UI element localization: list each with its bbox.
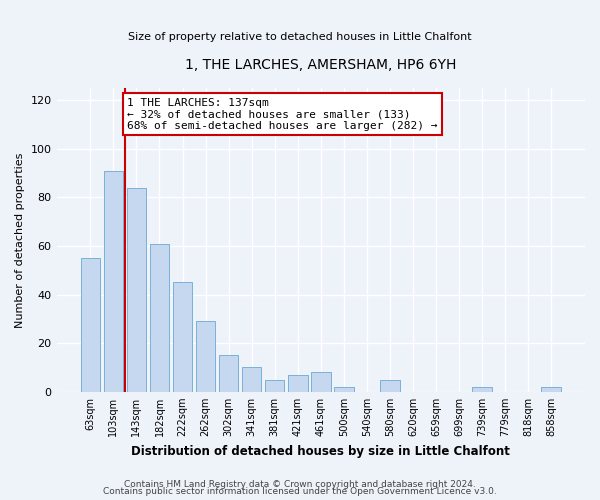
Bar (127, 188, 146, 392)
Bar (334, 387, 353, 392)
Bar (311, 372, 331, 392)
Bar (265, 380, 284, 392)
Bar (104, 170, 123, 392)
Bar (472, 387, 492, 392)
Bar (380, 380, 400, 392)
Text: Contains HM Land Registry data © Crown copyright and database right 2024.: Contains HM Land Registry data © Crown c… (124, 480, 476, 489)
Title: 1, THE LARCHES, AMERSHAM, HP6 6YH: 1, THE LARCHES, AMERSHAM, HP6 6YH (185, 58, 457, 71)
Bar (242, 368, 262, 392)
Bar (288, 375, 308, 392)
Bar (219, 356, 238, 392)
Bar (149, 244, 169, 392)
Text: Size of property relative to detached houses in Little Chalfont: Size of property relative to detached ho… (128, 32, 472, 42)
Bar (196, 322, 215, 392)
Y-axis label: Number of detached properties: Number of detached properties (15, 152, 25, 328)
Bar (541, 387, 561, 392)
Bar (173, 282, 193, 392)
Text: 1 THE LARCHES: 137sqm
← 32% of detached houses are smaller (133)
68% of semi-det: 1 THE LARCHES: 137sqm ← 32% of detached … (127, 98, 438, 131)
Bar (80, 258, 100, 392)
Text: Contains public sector information licensed under the Open Government Licence v3: Contains public sector information licen… (103, 487, 497, 496)
X-axis label: Distribution of detached houses by size in Little Chalfont: Distribution of detached houses by size … (131, 444, 510, 458)
